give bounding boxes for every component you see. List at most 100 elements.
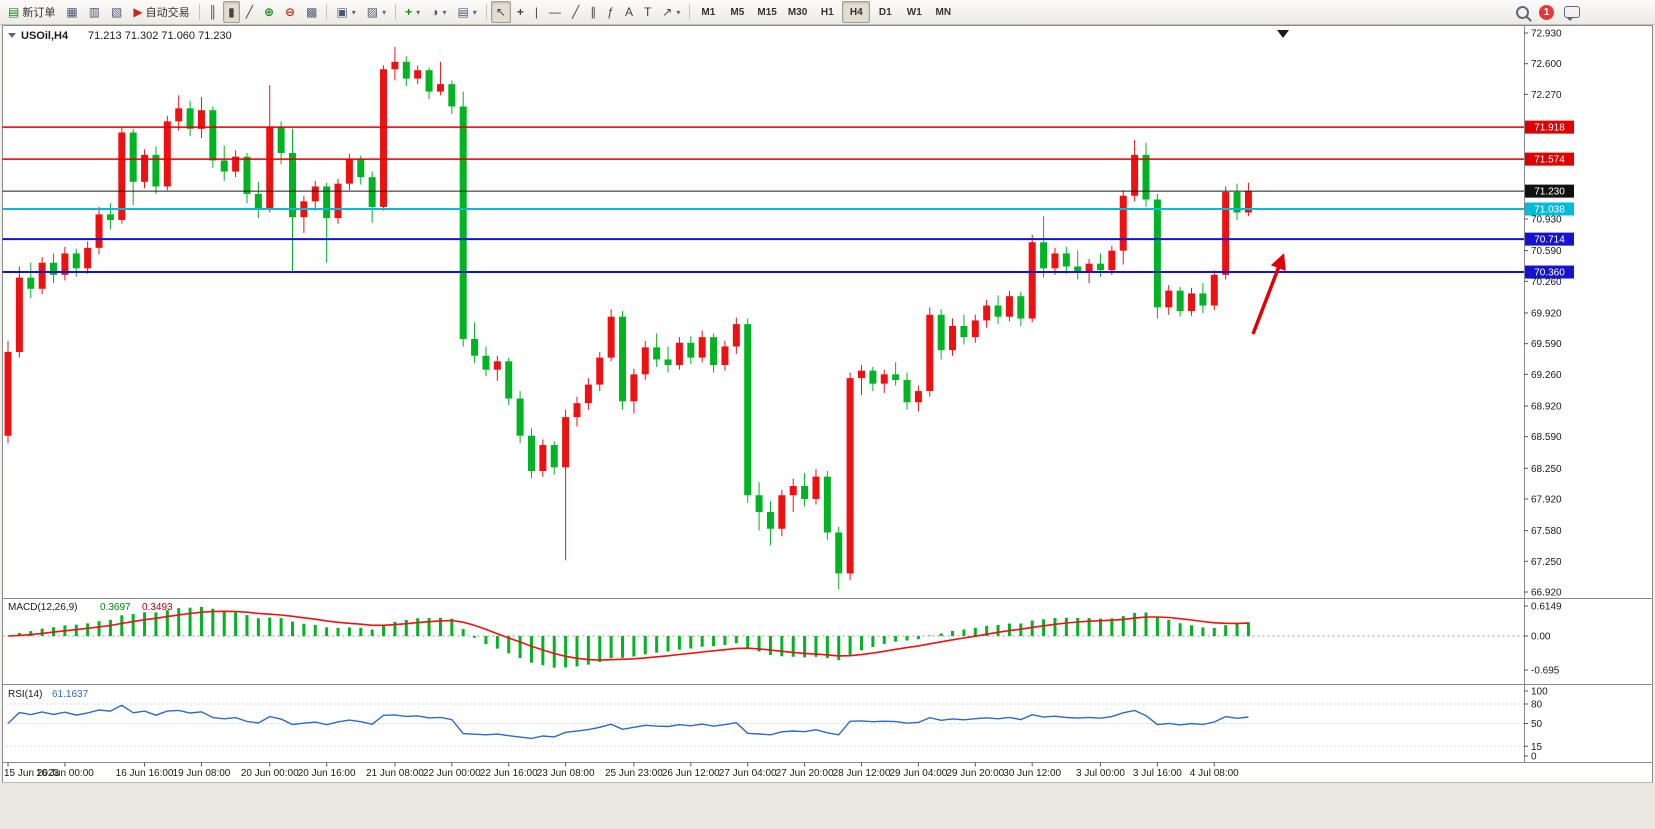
rsi-line [7,704,1249,740]
chevron-down-icon: ▾ [351,7,356,17]
market-watch-button[interactable]: ▥ [84,1,105,23]
svg-text:20 Jun 16:00: 20 Jun 16:00 [298,768,356,779]
zoom-out-button[interactable]: ⊖ [280,1,300,23]
svg-text:71.038: 71.038 [1534,204,1565,215]
new-order-button[interactable]: ▤ 新订单 [3,1,60,23]
chat-icon[interactable] [1564,6,1580,21]
chart-shift-marker[interactable] [1277,30,1289,38]
timeframe-button-d1[interactable]: D1 [878,6,892,18]
horizontal-line-icon: — [549,5,562,19]
autotrading-button[interactable]: ▶ 自动交易 [128,1,194,23]
svg-text:26 Jun 12:00: 26 Jun 12:00 [662,768,720,779]
arrows-tool-button[interactable]: ↗ ▾ [657,1,685,23]
zoom-in-button[interactable]: ⊕ [259,1,279,23]
svg-text:69.590: 69.590 [1531,339,1562,350]
bar-chart-icon: ║ [208,5,218,19]
new-chart-icon: ▣ [336,5,348,19]
svg-text:70.590: 70.590 [1531,246,1562,257]
timeframe-button-w1[interactable]: W1 [906,6,922,18]
svg-text:0.3697: 0.3697 [100,602,131,613]
bottom-strip [0,782,1655,829]
horizontal-levels[interactable]: 71.918 71.574 71.230 71.038 70.714 70.360 [2,120,1575,279]
price-tag-71.230 [1525,184,1574,198]
navigator-button[interactable]: ▧ [106,1,127,23]
one-click-trading-toggle[interactable] [8,33,16,38]
macd-signal-line [7,610,1249,661]
svg-text:68.250: 68.250 [1531,464,1562,475]
svg-text:19 Jun 08:00: 19 Jun 08:00 [173,768,231,779]
search-icon[interactable] [1516,5,1529,19]
svg-text:69.260: 69.260 [1531,370,1562,381]
charts-window-button[interactable]: ▦ [61,1,82,23]
timeframe-button-h1[interactable]: H1 [820,6,834,18]
candles[interactable] [4,46,1252,590]
timeframe-button-m30[interactable]: M30 [787,6,808,18]
line-chart-type-button[interactable]: ╱ [241,1,258,23]
rsi-axis: 100 80 50 150 [1524,687,1548,763]
main-toolbar: ▤ 新订单 ▦ ▥ ▧ ▶ 自动交易 ║ ▮ ╱ ⊕ ⊖ ▩ ▣ ▾ ▨ ▾ [0,0,1655,25]
svg-text:16 Jun 16:00: 16 Jun 16:00 [116,768,174,779]
chart-area[interactable]: 71.91871.57471.23071.03870.71470.36072.9… [0,25,1655,829]
trendline-icon: ╱ [572,5,580,19]
vertical-line-tool-button[interactable]: | [530,1,543,23]
notification-badge[interactable]: 1 [1539,4,1554,20]
svg-text:70.714: 70.714 [1534,235,1565,246]
timeframe-button-m15[interactable]: M15 [757,6,777,18]
new-order-icon: ▤ [8,5,20,19]
timeframe-button-m1[interactable]: M1 [701,6,716,18]
tile-windows-icon: ▩ [306,5,318,19]
crosshair-icon: + [516,5,524,19]
svg-text:3 Jul 00:00: 3 Jul 00:00 [1076,768,1125,779]
channel-icon: ∥ [590,5,597,19]
toolbar-separator [485,4,487,20]
trendline-tool-button[interactable]: ╱ [567,1,584,23]
templates-button[interactable]: ▤ ▾ [452,1,481,23]
svg-text:68.920: 68.920 [1531,401,1562,412]
symbol-label: USOil,H4 [21,30,69,42]
svg-text:0.00: 0.00 [1531,632,1551,643]
macd-label: MACD(12,26,9) 0.3697 0.3493 [8,602,173,613]
add-indicator-icon: + [405,5,413,19]
new-chart-button[interactable]: ▣ ▾ [331,1,360,23]
svg-text:100: 100 [1531,687,1548,698]
tile-windows-button[interactable]: ▩ [301,1,322,23]
toolbar-separator [326,4,328,20]
add-indicator-button[interactable]: + ▾ [400,1,425,23]
arrows-tool-icon: ↗ [662,5,673,19]
label-tool-button[interactable]: T [639,1,656,23]
crosshair-tool-button[interactable]: + [512,1,529,23]
svg-text:25 Jun 23:00: 25 Jun 23:00 [605,768,663,779]
chevron-down-icon: ▾ [416,7,421,17]
candlestick-chart-type-button[interactable]: ▮ [223,1,240,23]
cursor-tool-button[interactable]: ↖ [490,1,511,23]
svg-text:4 Jul 08:00: 4 Jul 08:00 [1190,768,1239,779]
timeframe-button-h4[interactable]: H4 [842,1,871,23]
profiles-button[interactable]: ▨ ▾ [362,1,391,23]
charts-icon: ▦ [66,5,78,19]
horizontal-line-tool-button[interactable]: — [544,1,566,23]
zoom-out-icon: ⊖ [285,5,296,19]
arrow-annotation[interactable] [1251,253,1286,335]
text-tool-button[interactable]: A [620,1,638,23]
price-tag-71.038 [1525,202,1574,216]
svg-text:3 Jul 16:00: 3 Jul 16:00 [1133,768,1182,779]
timeframe-button-mn[interactable]: MN [935,6,952,18]
fibonacci-tool-button[interactable]: ƒ [602,1,619,23]
ohlc-values: 71.213 71.302 71.060 71.230 [88,30,232,42]
label-tool-icon: T [643,5,652,19]
text-tool-icon: A [624,5,633,19]
bar-chart-type-button[interactable]: ║ [204,1,223,23]
price-tag-71.918 [1525,120,1574,134]
svg-text:72.270: 72.270 [1531,90,1562,101]
periods-button[interactable]: ◑ ▾ [426,1,451,23]
channel-tool-button[interactable]: ∥ [585,1,601,23]
svg-text:21 Jun 08:00: 21 Jun 08:00 [366,768,424,779]
svg-text:MACD(12,26,9): MACD(12,26,9) [8,602,77,613]
candlestick-icon: ▮ [228,5,235,19]
svg-text:27 Jun 04:00: 27 Jun 04:00 [719,768,777,779]
cursor-icon: ↖ [495,5,506,19]
toolbar-separator [198,4,200,20]
svg-text:61.1637: 61.1637 [52,689,89,700]
timeframe-button-m5[interactable]: M5 [730,6,745,18]
